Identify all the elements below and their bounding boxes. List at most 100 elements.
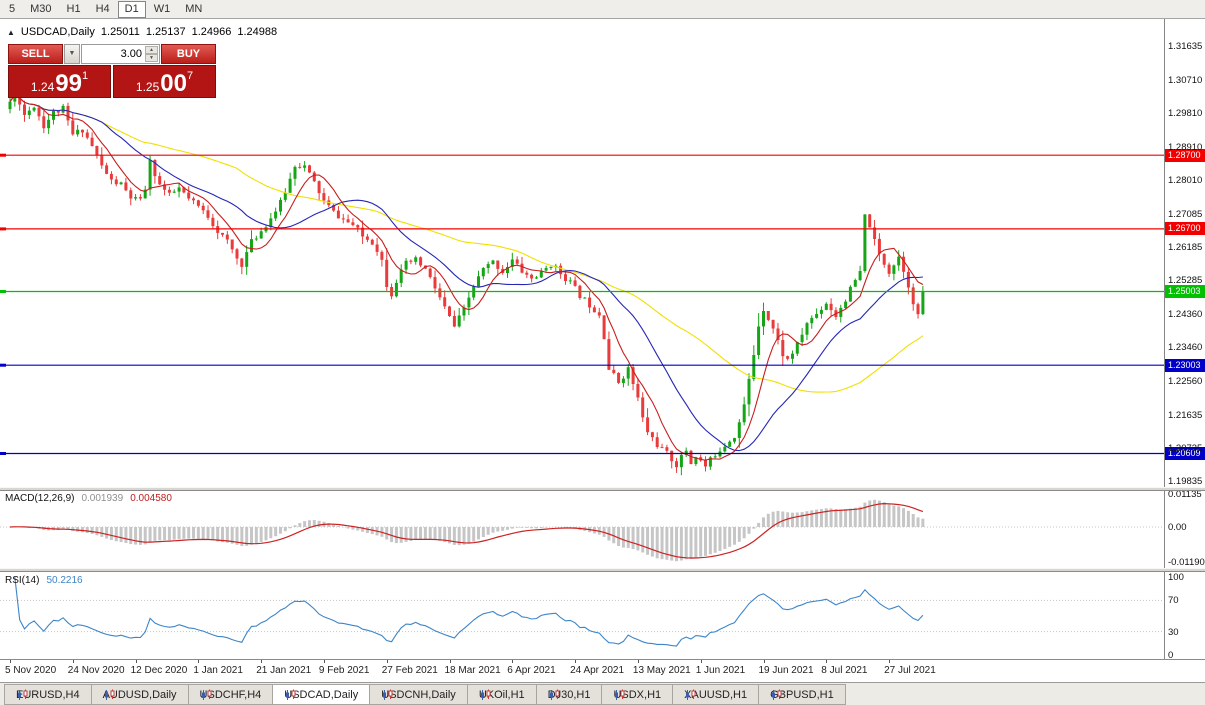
macd-histogram [13,499,925,562]
buy-quote-box[interactable]: 1.25 00 7 [113,65,216,98]
chart-tab-usdcad-daily[interactable]: USDCAD,Daily [272,684,370,705]
chart-tab-usdx-h1[interactable]: USDX,H1 [601,684,673,705]
chart-tab-eurusd-h4[interactable]: EURUSD,H4 [4,684,91,705]
price-tag-1.28700: 1.28700 [1165,148,1205,162]
chart-tab-label: USDCNH,Daily [381,688,456,701]
timeframe-button-w1[interactable]: W1 [153,2,171,15]
chart-tab-icon [772,689,782,700]
price-tag-1.26700: 1.26700 [1165,222,1205,236]
chart-tab-usdchf-h4[interactable]: USDCHF,H4 [187,684,273,705]
chart-tab-ukoil-h1[interactable]: UKOil,H1 [466,684,536,705]
price-scale-label: 1.28010 [1168,174,1203,186]
chart-tab-label: GBPUSD,H1 [770,688,834,701]
chart-tab-icon [201,689,212,700]
sell-price-point: 1 [81,70,89,82]
timeframe-button-5[interactable]: 5 [9,2,16,15]
buy-price-point: 7 [186,70,194,82]
ohlc-close: 1.24988 [237,26,278,38]
rsi-indicator-pane[interactable] [0,572,1164,659]
sell-quote-box[interactable]: 1.24 99 1 [8,65,111,98]
rsi-label: RSI(14) 50.2216 [5,575,83,586]
price-scale-label: 1.23460 [1168,342,1203,354]
timeframe-button-m30[interactable]: M30 [30,2,52,15]
macd-indicator-pane[interactable] [0,491,1164,568]
candles-group [8,80,925,476]
rsi-scale-label: 100 [1168,572,1184,583]
macd-scale-label: 0.01135 [1168,489,1202,501]
one-click-collapse-icon[interactable]: ▲ [7,27,15,37]
date-label: 27 Feb 2021 [381,665,438,676]
rsi-scale-label: 0 [1168,650,1174,661]
chart-tab-usdcnh-daily[interactable]: USDCNH,Daily [369,684,467,705]
price-tag-1.23003: 1.23003 [1165,358,1205,372]
sell-button[interactable]: SELL [8,44,63,64]
one-click-trading-panel: SELL ▼ ▲ ▼ BUY 1.24 99 1 1.2 [8,44,216,98]
timeframe-button-mn[interactable]: MN [185,2,203,15]
sell-price-pips: 99 [55,70,82,97]
ohlc-high: 1.25137 [145,26,186,38]
pane-separator-rsi[interactable] [0,568,1205,572]
price-scale-label: 1.24360 [1168,309,1203,321]
date-label: 18 Mar 2021 [444,665,501,676]
lot-size-input[interactable] [82,45,159,63]
sell-price-figure: 1.24 [30,80,55,94]
price-scale[interactable]: 1.28700 1.26700 1.25003 1.23003 1.20609 1.316… [1164,19,1205,661]
rsi-scale-label: 70 [1168,595,1179,607]
ma-line-7 [9,94,924,461]
date-label: 1 Jun 2021 [695,665,746,676]
price-chart-pane[interactable] [0,19,1164,487]
time-axis-tick [10,660,11,663]
date-label: 21 Jan 2021 [256,665,312,676]
time-axis[interactable]: 5 Nov 2020 24 Nov 2020 12 Dec 2020 1 Jan 20… [0,659,1205,682]
spin-down-icon[interactable]: ▼ [145,54,158,62]
chart-window: ▲ USDCAD,Daily 1.25011 1.25137 1.24966 1… [0,19,1205,682]
macd-scale-label: -0.01190 [1168,556,1205,568]
chart-tab-xauusd-h1[interactable]: XAUUSD,H1 [672,684,759,705]
pane-separator-macd[interactable] [0,487,1205,491]
price-scale-label: 1.27085 [1168,208,1203,220]
time-axis-tick [826,660,828,663]
buy-price-figure: 1.25 [135,80,160,94]
time-axis-tick [889,660,891,663]
hline-edge-marker [0,227,6,231]
time-axis-tick [72,660,74,663]
timeframe-button-h1[interactable]: H1 [66,2,81,15]
chart-tab-gbpusd-h1[interactable]: GBPUSD,H1 [758,684,846,705]
chart-tab-icon [18,689,28,700]
spin-up-icon[interactable]: ▲ [145,46,158,54]
price-scale-label: 1.20735 [1168,442,1203,454]
date-label: 9 Feb 2021 [318,665,370,676]
buy-price-pips: 00 [160,70,187,97]
symbol-period-label: USDCAD,Daily [20,26,95,38]
price-scale-label: 1.31635 [1168,41,1203,52]
price-scale-label: 1.29810 [1168,108,1203,120]
time-axis-tick [135,660,137,663]
ma-line-20 [9,94,923,452]
time-axis-tick [261,660,263,663]
rsi-value: 50.2216 [46,575,83,586]
ohlc-open: 1.25011 [100,26,140,38]
price-scale-label: 1.25285 [1168,275,1203,287]
hline-edge-marker [0,363,6,367]
chart-tab-dj30-h1[interactable]: DJ30,H1 [535,684,602,705]
chart-tab-icon [549,689,560,700]
chart-tab-label: USDX,H1 [613,688,662,701]
chart-tab-icon [383,689,393,700]
time-axis-tick [198,660,200,663]
date-label: 12 Dec 2020 [130,665,188,676]
hline-edge-marker [0,290,6,293]
buy-button[interactable]: BUY [161,44,216,64]
macd-signal-line [9,502,924,559]
chart-tab-audusd-daily[interactable]: AUDUSD,Daily [90,684,188,705]
chart-tab-icon [286,689,296,700]
chart-tab-icon [615,689,625,700]
chart-tab-label: XAUUSD,H1 [684,688,748,701]
timeframe-button-h4[interactable]: H4 [95,2,110,15]
lot-dropdown-button[interactable]: ▼ [64,44,80,64]
date-label: 24 Apr 2021 [570,665,625,676]
date-label: 13 May 2021 [632,665,691,676]
hline-edge-marker [0,153,6,157]
timeframe-button-d1[interactable]: D1 [117,0,146,18]
time-axis-tick [575,660,577,663]
